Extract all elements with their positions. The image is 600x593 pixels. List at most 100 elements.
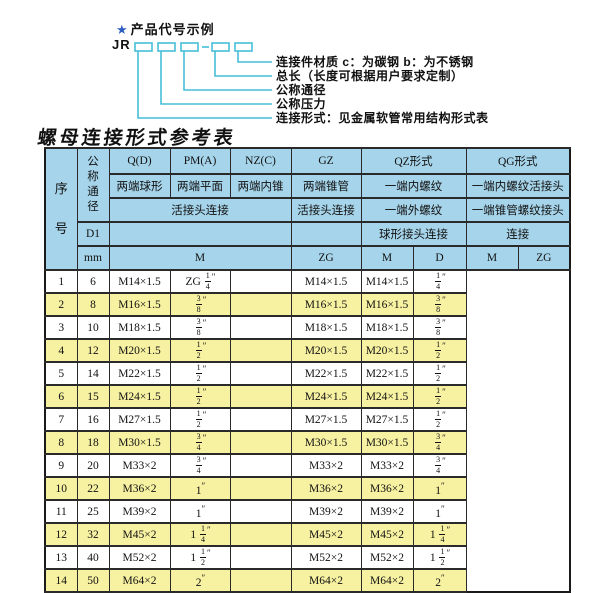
cell-dn: 20 — [76, 453, 110, 478]
cell-qg-m: M27×1.5 — [360, 407, 414, 432]
product-code-diagram: ★ 产品代号示例 JR 连接件材质 c：为碳钢 b：为不锈钢 总长（长度可根据用户… — [0, 0, 600, 135]
cell-qg-zg: 1 2 ″ — [412, 361, 467, 386]
cell-seq: 3 — [44, 315, 78, 340]
cell-m: M24×1.5 — [108, 384, 171, 409]
cell-qg-zg: 3 4 ″ — [412, 430, 467, 455]
cell-dn: 6 — [76, 269, 110, 294]
cell-qz-m — [229, 315, 292, 340]
cell-gz: 1 2 ″ — [169, 338, 231, 363]
cell-dn: 15 — [76, 384, 110, 409]
cell-qz-m — [229, 545, 292, 570]
header-pm: PM(A) — [169, 147, 231, 175]
cell-seq: 13 — [44, 545, 78, 570]
cell-dn: 25 — [76, 499, 110, 524]
cell-qg-m: M16×1.5 — [360, 292, 414, 317]
cell-m: M22×1.5 — [108, 361, 171, 386]
header-nz: NZ(C) — [229, 147, 292, 175]
cell-dn: 32 — [76, 522, 110, 547]
code-box — [180, 42, 199, 52]
header-empty-gz — [290, 221, 362, 247]
header-qz: QZ形式 — [360, 147, 467, 175]
cell-gz: 1 2 ″ — [169, 407, 231, 432]
cell-qz-d: M14×1.5 — [290, 269, 362, 294]
cell-dn: 8 — [76, 292, 110, 317]
cell-qg-m: M64×2 — [360, 568, 414, 593]
cell-m: M45×2 — [108, 522, 171, 547]
cell-m: M64×2 — [108, 568, 171, 593]
cell-qz-m — [229, 384, 292, 409]
cell-m: M39×2 — [108, 499, 171, 524]
cell-seq: 1 — [44, 269, 78, 294]
cell-gz: 1 1 4 ″ — [169, 522, 231, 547]
cell-qg-m: M22×1.5 — [360, 361, 414, 386]
table-row: 1 6 M14×1.5 ZG 1 4 ″ M14×1.5 M14×1.5 1 4 ″ — [44, 269, 570, 294]
cell-dn: 12 — [76, 338, 110, 363]
table-row: 4 12 M20×1.5 1 2 ″ M20×1.5 M20×1.5 1 2 ″ — [44, 338, 570, 363]
cell-qg-m: M39×2 — [360, 499, 414, 524]
table-body: 1 6 M14×1.5 ZG 1 4 ″ M14×1.5 M14×1.5 1 4 ″ 2 8 M16×1.… — [44, 269, 570, 593]
cell-qg-m: M45×2 — [360, 522, 414, 547]
cell-gz: 3 8 ″ — [169, 315, 231, 340]
header-qg: QG形式 — [465, 147, 571, 175]
code-box — [157, 42, 176, 52]
cell-qg-m: M18×1.5 — [360, 315, 414, 340]
cell-m: M52×2 — [108, 545, 171, 570]
diagram-heading: ★ 产品代号示例 — [116, 19, 215, 38]
code-label-pressure: 公称压力 — [276, 97, 327, 111]
cell-qz-d: M20×1.5 — [290, 338, 362, 363]
header-gz-row3: 活接头连接 — [290, 197, 362, 223]
cell-qz-d: M64×2 — [290, 568, 362, 593]
cell-qz-m — [229, 430, 292, 455]
cell-seq: 5 — [44, 361, 78, 386]
cell-qg-zg: 1 2 ″ — [412, 338, 467, 363]
header-qg-unit-m: M — [465, 245, 519, 271]
code-label-length: 总长（长度可根据用户要求定制） — [276, 69, 464, 83]
cell-qz-m — [229, 361, 292, 386]
cell-qg-zg: 1″ — [412, 476, 467, 501]
connector-line — [237, 51, 272, 63]
header-qz-row3: 一端外螺纹 — [360, 197, 467, 223]
cell-qz-m — [229, 499, 292, 524]
cell-gz: 3 4 ″ — [169, 430, 231, 455]
cell-qg-zg: 1 1 2 ″ — [412, 545, 467, 570]
cell-seq: 6 — [44, 384, 78, 409]
cell-m: M20×1.5 — [108, 338, 171, 363]
header-qz-desc: 一端内螺纹 — [360, 173, 467, 199]
cell-m: M16×1.5 — [108, 292, 171, 317]
table-row: 11 25 M39×2 1″ M39×2 M39×2 1″ — [44, 499, 570, 524]
table-row: 2 8 M16×1.5 3 8 ″ M16×1.5 M16×1.5 3 8 ″ — [44, 292, 570, 317]
table-row: 3 10 M18×1.5 3 8 ″ M18×1.5 M18×1.5 3 8 ″ — [44, 315, 570, 340]
cell-qg-m: M52×2 — [360, 545, 414, 570]
cell-qz-d: M24×1.5 — [290, 384, 362, 409]
cell-qg-m: M24×1.5 — [360, 384, 414, 409]
header-qg-unit-zg: ZG — [517, 245, 571, 271]
cell-qg-zg: 3 8 ″ — [412, 292, 467, 317]
cell-gz: 1 2 ″ — [169, 384, 231, 409]
cell-qg-zg: 1 1 4 ″ — [412, 522, 467, 547]
cell-qg-zg: 1 4 ″ — [412, 269, 467, 294]
cell-dn: 14 — [76, 361, 110, 386]
header-pm-desc: 两端平面 — [169, 173, 231, 199]
header-qg-row4: 连接 — [465, 221, 571, 247]
cell-qg-zg: 1″ — [412, 499, 467, 524]
table-row: 9 20 M33×2 3 4 ″ M33×2 M33×2 3 4 ″ — [44, 453, 570, 478]
cell-qz-d: M16×1.5 — [290, 292, 362, 317]
code-label-diameter: 公称通径 — [276, 83, 327, 97]
cell-qz-m — [229, 568, 292, 593]
cell-dn: 10 — [76, 315, 110, 340]
header-nz-desc: 两端内锥 — [229, 173, 292, 199]
cell-gz: 1″ — [169, 499, 231, 524]
cell-qg-m: M20×1.5 — [360, 338, 414, 363]
cell-qz-m — [229, 338, 292, 363]
table-row: 5 14 M22×1.5 1 2 ″ M22×1.5 M22×1.5 1 2 ″ — [44, 361, 570, 386]
code-box — [234, 42, 253, 52]
code-label-connection: 连接形式：见金属软管常用结构形式表 — [276, 111, 489, 125]
cell-m: M33×2 — [108, 453, 171, 478]
header-qz-unit-m: M — [360, 245, 414, 271]
cell-seq: 8 — [44, 430, 78, 455]
header-gz-unit: ZG — [290, 245, 362, 271]
cell-qg-m: M30×1.5 — [360, 430, 414, 455]
product-code-prefix: JR — [112, 37, 131, 52]
table-title: 螺母连接形式参考表 — [36, 128, 238, 149]
nut-connection-table: 序号 公称通径 Q(D) PM(A) NZ(C) GZ QZ形式 QG形式 两端… — [44, 147, 571, 593]
